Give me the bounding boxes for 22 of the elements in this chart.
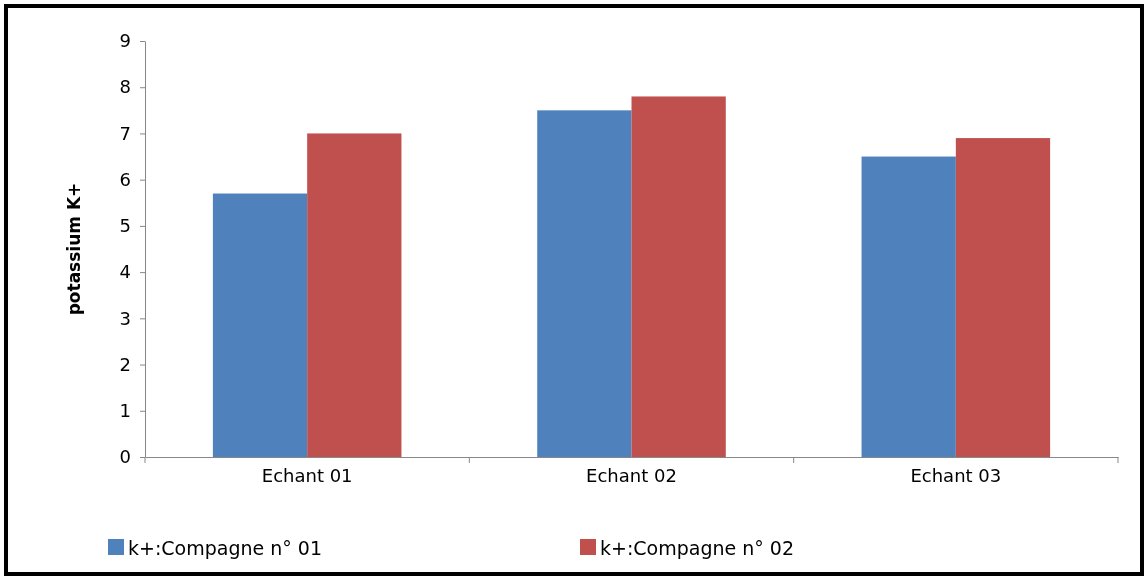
legend-label: k+:Compagne n° 02 — [600, 536, 795, 559]
y-tick-label: 9 — [119, 30, 131, 52]
y-tick-label: 5 — [119, 215, 131, 237]
y-tick-label: 0 — [119, 446, 131, 468]
bar — [955, 138, 1051, 457]
y-tick-label: 1 — [119, 400, 131, 422]
bar — [537, 110, 632, 457]
y-tick-label: 3 — [119, 307, 131, 329]
bar — [307, 133, 402, 457]
x-tick-label: Echant 02 — [586, 465, 677, 486]
y-tick-label: 8 — [119, 76, 131, 98]
bar — [861, 156, 956, 457]
bar — [212, 193, 308, 457]
y-tick-label: 6 — [119, 168, 131, 190]
x-tick-label: Echant 03 — [910, 465, 1002, 486]
y-axis-title: potassium K+ — [64, 182, 84, 316]
y-tick-label: 7 — [119, 122, 131, 144]
y-tick-label: 4 — [119, 261, 131, 283]
x-tick-label: Echant 01 — [261, 465, 353, 486]
y-tick-label: 2 — [119, 353, 131, 375]
bar — [631, 96, 726, 457]
legend-label: k+:Compagne n° 01 — [128, 536, 323, 559]
